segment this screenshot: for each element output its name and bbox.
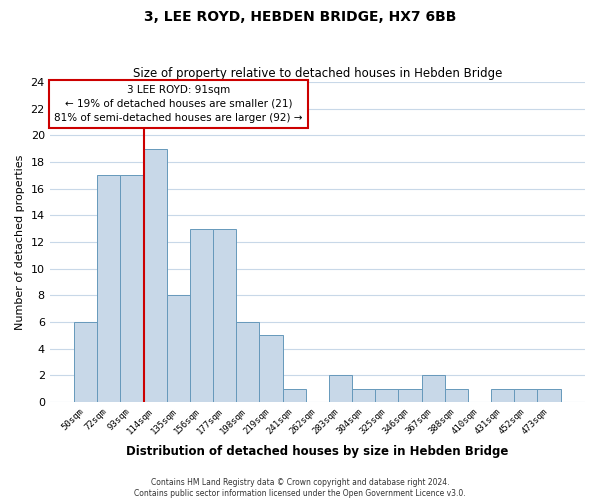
Bar xyxy=(491,389,514,402)
Bar xyxy=(259,336,283,402)
Bar xyxy=(213,229,236,402)
Bar xyxy=(283,389,306,402)
Bar xyxy=(97,176,121,402)
Bar xyxy=(422,376,445,402)
Bar xyxy=(352,389,375,402)
Text: 3 LEE ROYD: 91sqm
← 19% of detached houses are smaller (21)
81% of semi-detached: 3 LEE ROYD: 91sqm ← 19% of detached hous… xyxy=(54,84,302,122)
Bar xyxy=(143,148,167,402)
Y-axis label: Number of detached properties: Number of detached properties xyxy=(15,154,25,330)
Text: 3, LEE ROYD, HEBDEN BRIDGE, HX7 6BB: 3, LEE ROYD, HEBDEN BRIDGE, HX7 6BB xyxy=(144,10,456,24)
Bar xyxy=(538,389,560,402)
X-axis label: Distribution of detached houses by size in Hebden Bridge: Distribution of detached houses by size … xyxy=(126,444,509,458)
Bar xyxy=(329,376,352,402)
Text: Contains HM Land Registry data © Crown copyright and database right 2024.
Contai: Contains HM Land Registry data © Crown c… xyxy=(134,478,466,498)
Bar xyxy=(398,389,422,402)
Bar xyxy=(167,296,190,402)
Bar xyxy=(514,389,538,402)
Bar xyxy=(74,322,97,402)
Title: Size of property relative to detached houses in Hebden Bridge: Size of property relative to detached ho… xyxy=(133,66,502,80)
Bar xyxy=(445,389,468,402)
Bar xyxy=(375,389,398,402)
Bar xyxy=(190,229,213,402)
Bar xyxy=(236,322,259,402)
Bar xyxy=(121,176,143,402)
